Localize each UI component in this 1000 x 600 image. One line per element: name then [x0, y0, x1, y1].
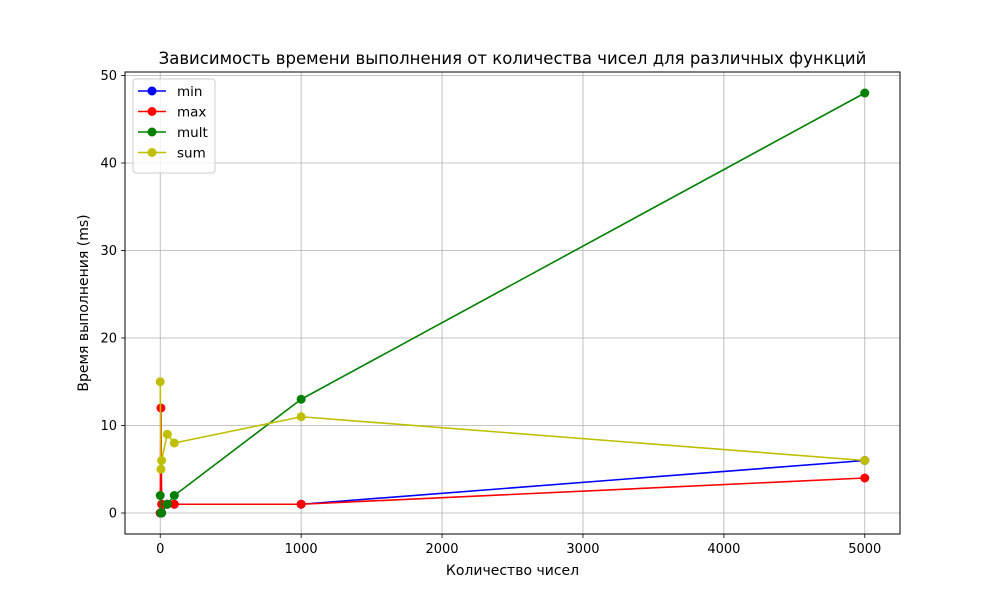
y-axis-label: Время выполнения (ms): [76, 214, 92, 391]
legend-marker: [147, 148, 157, 157]
series-mult: [155, 88, 870, 518]
legend: min max mult sum: [132, 78, 216, 174]
y-tick-label: 10: [100, 419, 117, 434]
legend-marker: [147, 127, 157, 137]
data-point-sum: [169, 438, 179, 448]
data-point-mult: [169, 491, 179, 500]
x-tick-label: 5000: [848, 542, 881, 557]
legend-label: max: [177, 105, 206, 121]
legend-label: mult: [177, 125, 208, 141]
data-point-mult: [157, 508, 167, 518]
series-lines: [155, 88, 870, 518]
data-point-sum: [157, 456, 167, 465]
legend-item-sum: sum: [138, 146, 206, 162]
x-tick-label: 4000: [707, 542, 740, 557]
x-axis-label: Количество чисел: [446, 563, 579, 579]
legend-label: min: [177, 84, 202, 100]
legend-marker: [147, 107, 157, 116]
data-point-max: [296, 499, 306, 509]
chart-title: Зависимость времени выполнения от количе…: [159, 49, 867, 68]
y-tick-label: 40: [100, 157, 117, 172]
data-point-sum: [860, 456, 870, 465]
y-tick-label: 0: [109, 507, 117, 522]
plot-area-frame: [124, 71, 901, 535]
data-point-mult: [296, 394, 306, 404]
grid: [125, 72, 900, 534]
legend-marker: [147, 86, 157, 96]
x-tick-label: 2000: [425, 542, 458, 557]
x-tick-label: 0: [156, 542, 164, 557]
y-tick-label: 30: [100, 244, 117, 259]
data-point-sum: [162, 429, 172, 439]
data-point-mult: [162, 499, 172, 509]
legend-item-min: min: [138, 84, 202, 100]
y-tick-label: 50: [100, 69, 117, 84]
x-tick-label: 3000: [566, 542, 599, 557]
data-point-max: [860, 473, 870, 483]
data-point-max: [169, 499, 179, 509]
legend-label: sum: [177, 146, 206, 162]
x-tick-label: 1000: [285, 542, 318, 557]
data-point-mult: [155, 491, 165, 500]
legend-item-max: max: [138, 105, 206, 121]
axis-ticks: 0 1000 2000 3000 4000 5000 0 10 20 30 40 50: [100, 69, 881, 557]
series-sum: [155, 377, 870, 474]
y-tick-label: 20: [100, 332, 117, 347]
data-point-mult: [860, 88, 870, 98]
data-point-sum: [296, 412, 306, 422]
data-point-sum: [156, 464, 166, 474]
data-point-sum: [155, 377, 165, 387]
legend-item-mult: mult: [138, 125, 208, 141]
